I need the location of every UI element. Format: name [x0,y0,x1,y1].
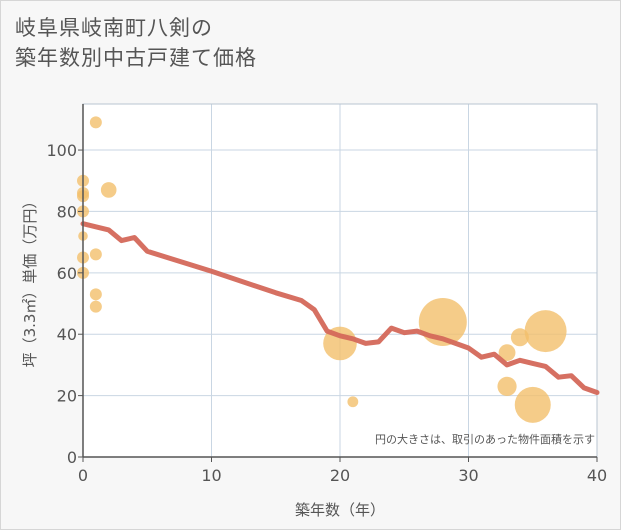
y-tick-label: 80 [57,202,77,221]
y-tick-label: 60 [57,264,77,283]
x-axis-label: 築年数（年） [295,501,385,519]
trend-line [80,221,600,395]
bubble-point [514,386,551,423]
x-tick-label: 30 [458,466,478,485]
axes: 0 10 20 30 40 0 20 40 60 80 100 [46,104,607,485]
x-tick-label: 40 [587,466,607,485]
y-tick-label: 40 [57,325,77,344]
y-axis-label: 坪（3.3㎡）単価（万円） [21,194,39,368]
bubble-point [498,344,516,362]
bubble-point [89,300,102,313]
bubble-point [510,328,529,347]
bubble-point [497,376,517,396]
bubble-point [100,182,117,198]
bubble-point [347,396,359,408]
size-legend-note: 円の大きさは、取引のあった物件面積を示す [375,432,595,446]
x-tick-label: 0 [78,466,88,485]
x-tick-label: 20 [330,466,350,485]
chart-title-line2: 築年数別中古戸建て価格 [15,46,257,70]
y-tick-label: 20 [57,387,77,406]
chart-title-line1: 岐阜県岐南町八剣の [15,16,213,40]
bubble-point [524,310,567,353]
bubble-point [89,116,102,129]
trend-lines [80,221,600,395]
chart-title: 岐阜県岐南町八剣の 築年数別中古戸建て価格 [15,13,257,73]
bubble-point [89,248,102,261]
x-tick-label: 10 [201,466,221,485]
bubble-point [89,288,102,301]
y-tick-label: 0 [67,448,77,467]
y-tick-label: 100 [46,141,77,160]
